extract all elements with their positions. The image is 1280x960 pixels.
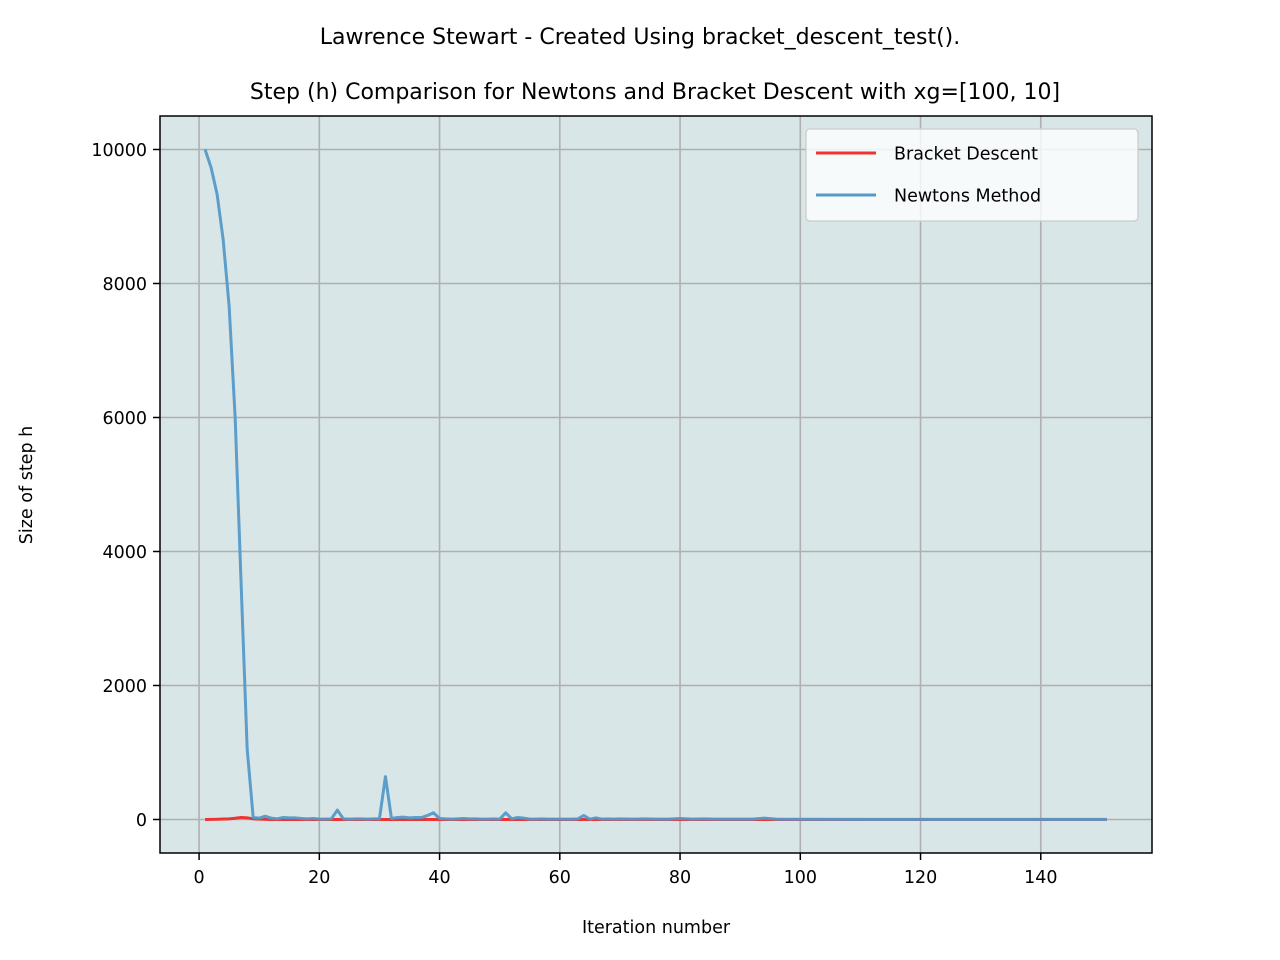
y-tick-label: 8000: [102, 275, 147, 295]
series-layer: [203, 149, 1107, 821]
plot-frame: [159, 115, 1153, 854]
legend-label: Bracket Descent: [894, 145, 1038, 165]
chart-suptitle: Lawrence Stewart - Created Using bracket…: [320, 25, 961, 50]
x-tick-label: 100: [784, 868, 817, 888]
x-axis-label: Iteration number: [582, 918, 731, 938]
y-axis-label: Size of step h: [17, 426, 37, 544]
chart-title: Step (h) Comparison for Newtons and Brac…: [250, 80, 1060, 105]
x-tick-label: 80: [669, 868, 691, 888]
x-tick-label: 20: [308, 868, 330, 888]
x-tick-label: 40: [428, 868, 450, 888]
legend: Bracket Descent Newtons Method: [805, 128, 1139, 222]
x-tick-label: 0: [194, 868, 205, 888]
y-tick-label: 4000: [102, 543, 147, 563]
x-tick-label: 60: [549, 868, 571, 888]
y-tick-label: 0: [136, 811, 147, 831]
legend-box: [805, 128, 1139, 222]
y-tick-label: 2000: [102, 677, 147, 697]
y-tick-label: 10000: [91, 141, 147, 161]
x-tick-label: 140: [1024, 868, 1057, 888]
legend-label: Newtons Method: [894, 187, 1041, 207]
plot-area: [160, 116, 1152, 853]
series-line-newtons-method: [203, 149, 1107, 821]
axis-ticks: 0 20 40 60 80 100 120 140 0 2000 4000 6000 8000 10000: [91, 141, 1057, 888]
y-tick-label: 6000: [102, 409, 147, 429]
x-tick-label: 120: [904, 868, 937, 888]
